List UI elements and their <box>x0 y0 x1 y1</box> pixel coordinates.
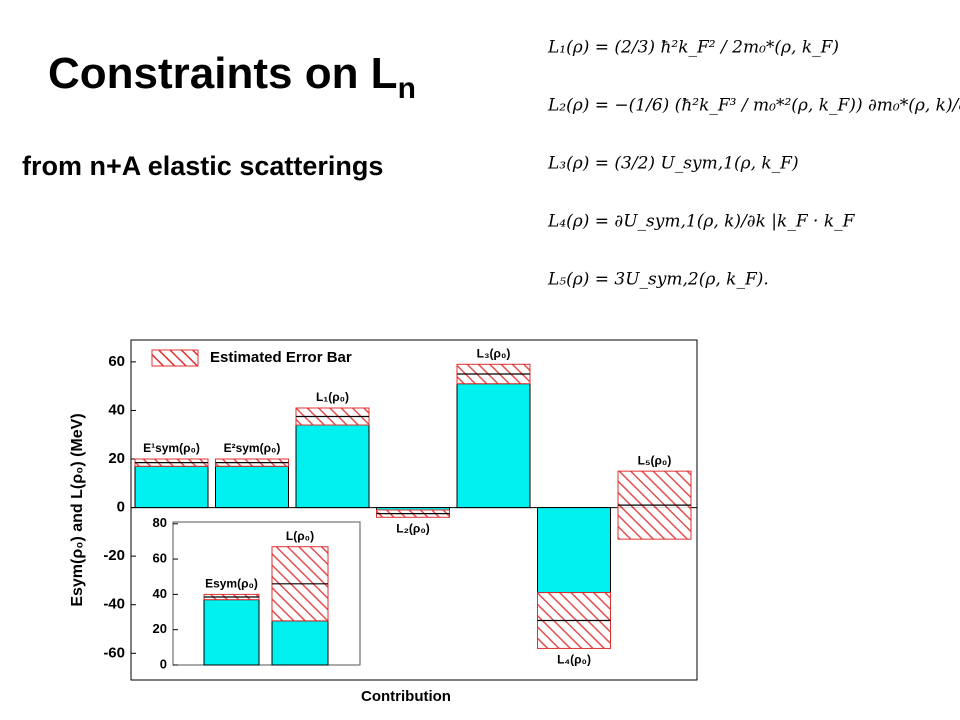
bar <box>271 620 329 666</box>
equation: L₁(ρ) = (2/3) ħ²k_F² / 2m₀*(ρ, k_F) <box>547 38 839 58</box>
bar-label: L₄(ρ₀) <box>557 653 591 667</box>
y-tick-label: 20 <box>108 450 125 467</box>
y-tick-label: 0 <box>117 499 125 516</box>
bar <box>537 507 611 594</box>
bar <box>134 465 209 509</box>
equation: L₄(ρ) = ∂U_sym,1(ρ, k)/∂k |k_F · k_F <box>547 212 856 232</box>
bar-label: E¹sym(ρ₀) <box>143 441 200 455</box>
bar-label: L₅(ρ₀) <box>638 453 672 467</box>
y-tick-label: -60 <box>103 644 125 661</box>
equation: L₃(ρ) = (3/2) U_sym,1(ρ, k_F) <box>547 154 799 174</box>
plot-frame <box>130 339 698 681</box>
bar-label: L₂(ρ₀) <box>396 521 430 535</box>
bar-label: L₃(ρ₀) <box>477 346 511 360</box>
bar-label: L₁(ρ₀) <box>316 390 349 404</box>
y-tick-label: 60 <box>153 551 167 566</box>
y-axis-label: Esym(ρ₀) and L(ρ₀) (MeV) <box>69 413 86 606</box>
bar <box>295 424 370 509</box>
y-tick-label: 0 <box>160 656 167 671</box>
y-tick-label: 40 <box>108 401 125 418</box>
y-tick-label: 40 <box>153 586 167 601</box>
y-tick-label: -40 <box>103 596 125 613</box>
y-tick-label: -20 <box>103 547 125 564</box>
legend-label: Estimated Error Bar <box>210 349 352 366</box>
y-tick-label: 60 <box>108 353 125 370</box>
equation: L₅(ρ) = 3U_sym,2(ρ, k_F). <box>547 270 769 290</box>
bar <box>215 465 289 509</box>
bar <box>456 383 531 509</box>
subtitle: from n+A elastic scatterings <box>22 151 383 181</box>
slide-title: Constraints on Ln <box>48 49 416 105</box>
y-tick-label: 80 <box>153 515 167 530</box>
x-axis-label: Contribution <box>361 688 451 705</box>
y-tick-label: 20 <box>153 621 167 636</box>
bar-label: L(ρ₀) <box>286 529 314 543</box>
equation: L₂(ρ) = −(1/6) (ħ²k_F³ / m₀*²(ρ, k_F)) ∂… <box>547 96 960 116</box>
bar <box>203 599 260 666</box>
bar-label: E²sym(ρ₀) <box>224 441 281 455</box>
inset-frame <box>172 521 361 666</box>
legend-swatch <box>151 349 199 367</box>
bar-label: Esym(ρ₀) <box>205 577 258 591</box>
